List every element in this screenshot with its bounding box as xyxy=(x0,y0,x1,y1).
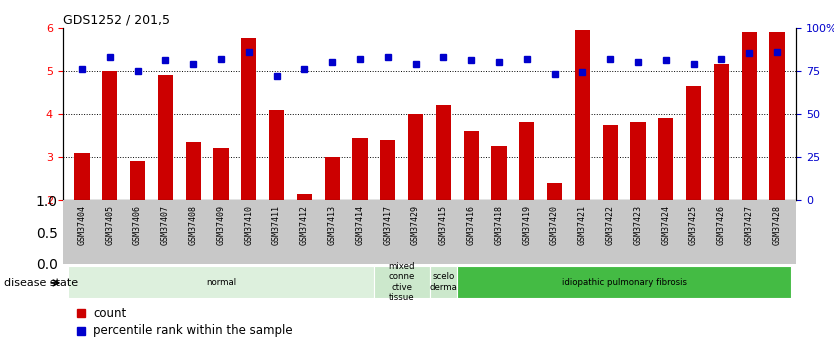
Text: GSM37417: GSM37417 xyxy=(384,205,392,245)
Text: percentile rank within the sample: percentile rank within the sample xyxy=(93,324,293,337)
Bar xyxy=(68,266,374,298)
Text: GSM37428: GSM37428 xyxy=(772,205,781,245)
Text: GSM37404: GSM37404 xyxy=(78,205,87,245)
Bar xyxy=(352,138,368,200)
Bar xyxy=(602,125,618,200)
Text: GSM37424: GSM37424 xyxy=(661,205,671,245)
Bar xyxy=(519,122,535,200)
Bar xyxy=(631,122,646,200)
Text: GDS1252 / 201,5: GDS1252 / 201,5 xyxy=(63,13,169,27)
Bar xyxy=(380,140,395,200)
Bar xyxy=(464,131,479,200)
Bar xyxy=(658,118,674,200)
Text: GSM37414: GSM37414 xyxy=(355,205,364,245)
Text: scelo
derma: scelo derma xyxy=(430,272,457,292)
Bar xyxy=(241,38,256,200)
Text: GSM37418: GSM37418 xyxy=(495,205,504,245)
Text: GSM37415: GSM37415 xyxy=(439,205,448,245)
Bar xyxy=(435,105,451,200)
Text: normal: normal xyxy=(206,277,236,287)
Text: GSM37412: GSM37412 xyxy=(300,205,309,245)
Bar xyxy=(374,266,430,298)
Text: GSM37408: GSM37408 xyxy=(188,205,198,245)
Text: GSM37410: GSM37410 xyxy=(244,205,254,245)
Text: GSM37413: GSM37413 xyxy=(328,205,337,245)
Bar xyxy=(741,32,757,200)
Bar xyxy=(714,64,729,200)
Text: GSM37422: GSM37422 xyxy=(605,205,615,245)
Text: GSM37421: GSM37421 xyxy=(578,205,587,245)
Bar xyxy=(158,75,173,200)
Bar xyxy=(547,183,562,200)
Text: GSM37426: GSM37426 xyxy=(717,205,726,245)
Text: GSM37411: GSM37411 xyxy=(272,205,281,245)
Bar xyxy=(269,110,284,200)
Text: disease state: disease state xyxy=(4,278,78,288)
Bar xyxy=(130,161,145,200)
Bar xyxy=(324,157,340,200)
Text: GSM37416: GSM37416 xyxy=(467,205,475,245)
Bar xyxy=(297,194,312,200)
Text: GSM37425: GSM37425 xyxy=(689,205,698,245)
Text: GSM37419: GSM37419 xyxy=(522,205,531,245)
Bar xyxy=(214,148,229,200)
Text: GSM37429: GSM37429 xyxy=(411,205,420,245)
Text: idiopathic pulmonary fibrosis: idiopathic pulmonary fibrosis xyxy=(561,277,686,287)
Bar xyxy=(102,71,118,200)
Text: mixed
conne
ctive
tissue: mixed conne ctive tissue xyxy=(389,262,415,302)
Text: GSM37423: GSM37423 xyxy=(634,205,642,245)
Text: GSM37407: GSM37407 xyxy=(161,205,170,245)
Text: GSM37420: GSM37420 xyxy=(550,205,559,245)
Text: count: count xyxy=(93,307,127,320)
Bar xyxy=(430,266,457,298)
Bar xyxy=(74,152,90,200)
Bar xyxy=(575,30,590,200)
Text: GSM37405: GSM37405 xyxy=(105,205,114,245)
Text: GSM37427: GSM37427 xyxy=(745,205,754,245)
Bar xyxy=(185,142,201,200)
Bar xyxy=(457,266,791,298)
Bar xyxy=(491,146,507,200)
Text: GSM37409: GSM37409 xyxy=(217,205,225,245)
Bar xyxy=(408,114,423,200)
Bar xyxy=(769,32,785,200)
Bar xyxy=(686,86,701,200)
Text: GSM37406: GSM37406 xyxy=(133,205,142,245)
